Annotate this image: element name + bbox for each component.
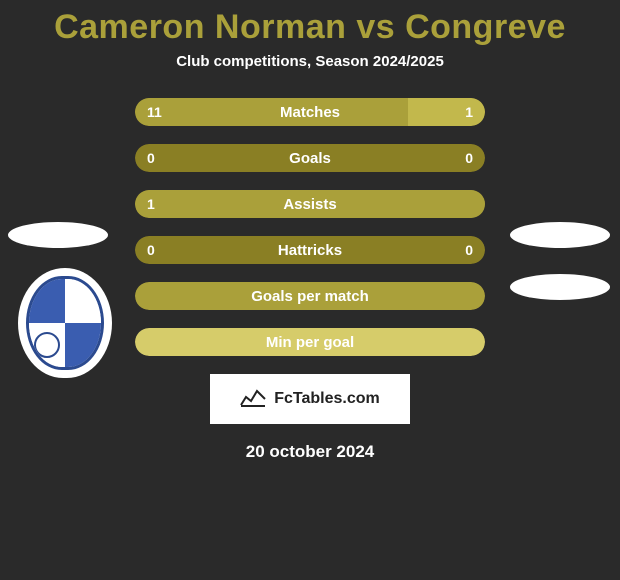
- right-player-silhouette-1: [510, 222, 610, 248]
- stat-left-value: 1: [147, 196, 155, 212]
- club-crest: [18, 268, 112, 378]
- stat-left-value: 11: [147, 104, 162, 120]
- stat-bar-goals: 0 Goals 0: [135, 144, 485, 172]
- page-subtitle: Club competitions, Season 2024/2025: [0, 53, 620, 70]
- page-title: Cameron Norman vs Congreve: [0, 8, 620, 47]
- stat-bar-matches: 11 Matches 1: [135, 98, 485, 126]
- stat-left-value: 0: [147, 242, 155, 258]
- left-player-silhouette: [8, 222, 108, 248]
- stat-right-fill: [408, 98, 485, 126]
- content-row: 11 Matches 1 0 Goals 0 1 Assists 0 Hattricks 0 Goal…: [0, 98, 620, 356]
- infographic-container: Cameron Norman vs Congreve Club competit…: [0, 0, 620, 462]
- right-player-silhouette-2: [510, 274, 610, 300]
- date-text: 20 october 2024: [0, 442, 620, 462]
- chart-icon: [240, 387, 266, 412]
- brand-text: FcTables.com: [274, 390, 380, 408]
- stat-bar-assists: 1 Assists: [135, 190, 485, 218]
- stat-label: Assists: [283, 196, 336, 213]
- stat-bar-mpg: Min per goal: [135, 328, 485, 356]
- stat-bar-gpm: Goals per match: [135, 282, 485, 310]
- stat-label: Goals: [289, 150, 331, 167]
- stat-right-value: 0: [465, 242, 473, 258]
- stat-right-value: 0: [465, 150, 473, 166]
- stat-bar-hattricks: 0 Hattricks 0: [135, 236, 485, 264]
- brand-badge: FcTables.com: [210, 374, 410, 424]
- stat-label: Min per goal: [266, 334, 354, 351]
- stat-label: Hattricks: [278, 242, 342, 259]
- stat-label: Matches: [280, 104, 340, 121]
- stat-left-value: 0: [147, 150, 155, 166]
- stats-column: 11 Matches 1 0 Goals 0 1 Assists 0 Hattricks 0 Goal…: [135, 98, 485, 356]
- stat-label: Goals per match: [251, 288, 369, 305]
- stat-right-value: 1: [465, 104, 473, 120]
- stat-left-fill: [135, 98, 408, 126]
